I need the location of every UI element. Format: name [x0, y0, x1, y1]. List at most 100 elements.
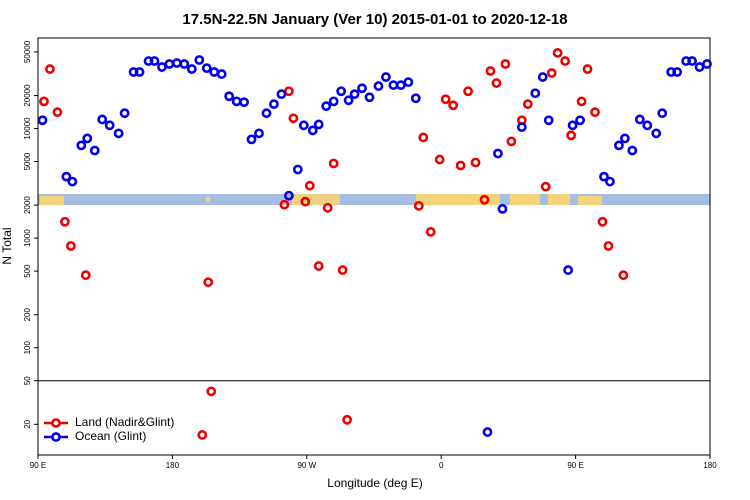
- point: [485, 66, 496, 76]
- point: [618, 270, 629, 281]
- point: [373, 81, 384, 91]
- point: [39, 96, 49, 107]
- point: [418, 132, 429, 143]
- y-tick-label: 10000: [23, 117, 32, 140]
- point: [576, 96, 587, 107]
- point: [269, 99, 279, 110]
- point: [567, 120, 578, 131]
- point: [403, 77, 414, 88]
- point: [164, 59, 175, 69]
- x-tick-label: 90 E: [30, 461, 46, 470]
- point: [239, 97, 249, 108]
- point: [575, 115, 585, 126]
- point: [89, 145, 100, 156]
- map-strip: [38, 194, 710, 205]
- plot-frame: [37, 37, 711, 456]
- y-tick-label: 2000: [23, 196, 32, 214]
- point: [288, 113, 299, 124]
- point: [627, 145, 638, 156]
- point: [65, 241, 76, 251]
- point: [224, 91, 235, 102]
- point: [37, 115, 48, 126]
- point: [434, 154, 445, 165]
- point: [605, 176, 615, 187]
- point: [321, 101, 332, 112]
- legend-label: Ocean (Glint): [75, 429, 146, 443]
- point: [599, 171, 609, 182]
- legend-marker: [51, 418, 61, 428]
- y-axis-label: N Total: [0, 227, 14, 264]
- point: [349, 89, 360, 100]
- point: [506, 136, 517, 147]
- point: [364, 92, 375, 103]
- point: [546, 68, 557, 78]
- point: [261, 108, 272, 119]
- point: [381, 72, 391, 82]
- point: [440, 94, 451, 105]
- y-tick-label: 50000: [23, 40, 32, 63]
- x-tick-label: 90 E: [567, 461, 583, 470]
- point: [119, 108, 130, 119]
- point: [246, 134, 257, 145]
- y-tick-label: 500: [23, 264, 32, 278]
- point: [651, 128, 662, 139]
- point: [292, 164, 303, 175]
- point: [455, 160, 466, 171]
- point: [186, 64, 197, 74]
- point: [171, 58, 182, 68]
- x-tick-label: 180: [703, 461, 717, 470]
- point: [113, 128, 124, 139]
- x-tick-label: 180: [166, 461, 180, 470]
- point: [342, 414, 353, 425]
- point: [388, 80, 399, 91]
- point: [603, 241, 614, 251]
- point: [497, 203, 508, 214]
- point: [702, 59, 712, 69]
- point: [206, 386, 217, 397]
- point: [552, 47, 563, 58]
- point: [313, 119, 324, 130]
- point: [307, 125, 318, 136]
- point: [425, 226, 436, 237]
- point: [500, 59, 511, 69]
- point: [482, 427, 493, 437]
- point: [203, 277, 214, 288]
- point: [479, 194, 490, 205]
- point: [337, 265, 348, 275]
- y-tick-label: 1000: [23, 229, 32, 247]
- point: [61, 171, 72, 182]
- point: [634, 114, 645, 125]
- point: [687, 56, 697, 66]
- point: [179, 59, 190, 69]
- point: [328, 158, 339, 169]
- point: [493, 148, 503, 159]
- point: [597, 216, 608, 227]
- y-tick-label: 20: [23, 419, 32, 428]
- point: [304, 180, 315, 191]
- point: [563, 265, 574, 275]
- point: [395, 80, 406, 91]
- point: [413, 200, 424, 211]
- point: [470, 157, 481, 168]
- point: [410, 93, 421, 104]
- x-tick-label: 90 W: [297, 461, 316, 470]
- y-tick-label: 5000: [23, 152, 32, 170]
- point: [216, 69, 227, 79]
- point: [59, 216, 70, 227]
- y-tick-label: 100: [23, 341, 32, 355]
- point: [463, 86, 473, 97]
- point: [590, 107, 600, 118]
- y-tick-label: 20000: [23, 84, 32, 107]
- point: [343, 95, 354, 106]
- point: [80, 270, 91, 281]
- point: [540, 181, 551, 192]
- point: [52, 107, 63, 118]
- point: [516, 122, 527, 133]
- x-axis-label: Longitude (deg E): [327, 476, 422, 490]
- y-tick-label: 200: [23, 308, 32, 322]
- point: [134, 67, 145, 77]
- point: [209, 67, 220, 77]
- point: [313, 261, 324, 271]
- point: [276, 89, 287, 100]
